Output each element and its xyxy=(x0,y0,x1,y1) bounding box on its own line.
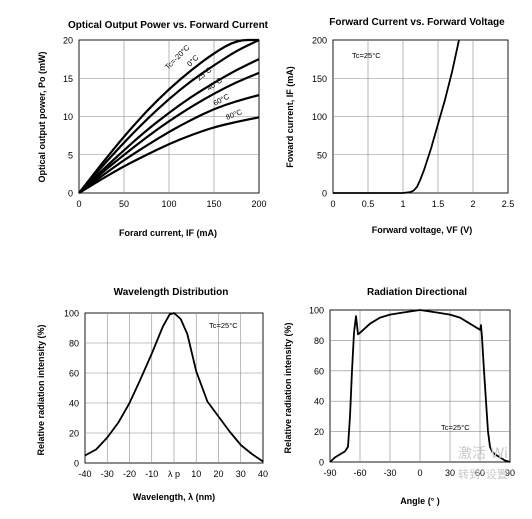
chart2-curve xyxy=(333,39,460,194)
temp-label-80: 80°C xyxy=(224,107,243,122)
chart2-ylabel: Foward current, IF (mA) xyxy=(285,66,295,168)
chart4-ylabel: Relative radiation intensity (%) xyxy=(283,322,293,453)
chart3-xtick-label: 20 xyxy=(213,469,223,479)
chart3-ytick-label: 0 xyxy=(74,459,79,469)
chart2-annotation: Tc=25°C xyxy=(352,51,381,60)
chart2-xtick-label: 0.5 xyxy=(362,199,375,209)
chart1-ytick-label: 5 xyxy=(68,150,73,160)
chart1-series-lines xyxy=(78,38,260,194)
chart3-xtick-label: 30 xyxy=(236,469,246,479)
series-line-6 xyxy=(78,116,260,194)
activation-watermark: 激活 Wi 转到“设置” xyxy=(458,445,513,481)
chart4-xtick-label: 90 xyxy=(505,468,515,478)
chart2-ytick-label: 200 xyxy=(312,36,327,46)
chart4-series-lines xyxy=(329,309,511,463)
watermark-line1: 激活 Wi xyxy=(458,445,508,462)
chart1-ytick-label: 15 xyxy=(63,74,73,84)
chart2-xtick-label: 1.5 xyxy=(432,199,445,209)
chart3-series-lines xyxy=(84,312,264,463)
chart1-ticks: 0 50 100 150 200 0 5 10 15 20 xyxy=(63,36,267,210)
chart4-xtick-label: 30 xyxy=(445,468,455,478)
chart4-ytick-label: 80 xyxy=(314,336,324,346)
chart1-xtick-label: 100 xyxy=(161,199,176,209)
chart4-xtick-label: -60 xyxy=(353,468,366,478)
chart1-ytick-label: 20 xyxy=(63,36,73,46)
chart4-ytick-label: 0 xyxy=(319,458,324,468)
chart3-ticks: -40 -30 -20 -10 λ p 10 20 30 40 0 20 40 60 80 100 xyxy=(64,309,268,480)
chart2-xtick-label: 2 xyxy=(470,199,475,209)
chart3-ytick-label: 80 xyxy=(69,339,79,349)
chart1-ylabel: Optical output power, Po (mW) xyxy=(37,52,47,183)
chart3-xtick-label: 40 xyxy=(258,469,268,479)
chart4-title: Radiation Directional xyxy=(367,287,467,298)
chart1-title: Optical Output Power vs. Forward Current xyxy=(68,20,269,31)
temp-label-neg20: Tc=-20°C xyxy=(163,43,192,72)
chart2-xtick-label: 1 xyxy=(400,199,405,209)
chart2-ytick-label: 100 xyxy=(312,112,327,122)
chart2-ticks: 0 0.5 1 1.5 2 2.5 0 50 100 150 200 xyxy=(312,36,514,210)
series-line-4 xyxy=(78,71,260,194)
chart3-xtick-label: 10 xyxy=(191,469,201,479)
chart2-series-lines xyxy=(333,39,460,194)
chart2-title: Forward Current vs. Forward Voltage xyxy=(329,17,505,28)
chart3-ylabel: Relative radiation intensity (%) xyxy=(36,324,46,455)
chart-optical-output-power: Optical Output Power vs. Forward Current… xyxy=(37,20,269,238)
chart1-ytick-label: 0 xyxy=(68,189,73,199)
chart2-xtick-label: 0 xyxy=(330,199,335,209)
series-line-2 xyxy=(78,39,260,194)
chart-radiation-directional: Radiation Directional -90 -60 -30 0 30 60 90 0 2… xyxy=(283,287,515,506)
series-line-5 xyxy=(78,94,260,194)
chart3-ytick-label: 20 xyxy=(69,429,79,439)
chart3-xtick-label: -30 xyxy=(101,469,114,479)
chart-forward-current-voltage: Forward Current vs. Forward Voltage 0 0.5… xyxy=(285,17,514,235)
chart2-ytick-label: 50 xyxy=(317,150,327,160)
chart4-ticks: -90 -60 -30 0 30 60 90 0 20 40 60 80 100 xyxy=(309,306,515,479)
chart4-annotation: Tc=25°C xyxy=(441,423,470,432)
chart3-grid xyxy=(84,312,264,464)
chart3-xtick-label: -20 xyxy=(123,469,136,479)
chart4-curve xyxy=(329,309,511,463)
chart3-annotation: Tc=25°C xyxy=(209,321,238,330)
chart4-ytick-label: 20 xyxy=(314,427,324,437)
chart3-curve xyxy=(84,312,264,463)
series-line-3 xyxy=(78,58,260,194)
chart4-xtick-label: 0 xyxy=(417,468,422,478)
chart4-xtick-label: -90 xyxy=(323,468,336,478)
chart3-xtick-label: -40 xyxy=(78,469,91,479)
chart3-title: Wavelength Distribution xyxy=(114,287,229,298)
chart4-xlabel: Angle (° ) xyxy=(400,496,440,506)
chart4-ytick-label: 100 xyxy=(309,306,324,316)
watermark-line2: 转到“设置” xyxy=(458,467,513,481)
chart2-xlabel: Forward voltage, VF (V) xyxy=(372,225,473,235)
chart2-ytick-label: 0 xyxy=(322,189,327,199)
chart1-xlabel: Forard current, IF (mA) xyxy=(119,228,217,238)
chart1-xtick-label: 0 xyxy=(76,199,81,209)
chart4-ytick-label: 60 xyxy=(314,366,324,376)
chart3-xtick-label: -10 xyxy=(145,469,158,479)
chart1-xtick-label: 50 xyxy=(119,199,129,209)
chart2-grid xyxy=(332,39,509,194)
chart1-xtick-label: 200 xyxy=(251,199,266,209)
chart3-xtick-label: λ p xyxy=(168,469,180,479)
chart4-xtick-label: -30 xyxy=(383,468,396,478)
chart4-xtick-label: 60 xyxy=(475,468,485,478)
chart3-ytick-label: 100 xyxy=(64,309,79,319)
chart-wavelength-distribution: Wavelength Distribution -40 -30 -20 -10 λ p 1… xyxy=(36,287,268,502)
chart3-ytick-label: 40 xyxy=(69,399,79,409)
chart4-grid xyxy=(329,309,511,463)
chart3-xlabel: Wavelength, λ (nm) xyxy=(133,492,215,502)
chart2-xtick-label: 2.5 xyxy=(502,199,515,209)
chart4-ytick-label: 40 xyxy=(314,397,324,407)
chart1-ytick-label: 10 xyxy=(63,112,73,122)
chart3-ytick-label: 60 xyxy=(69,369,79,379)
chart2-ytick-label: 150 xyxy=(312,74,327,84)
chart1-xtick-label: 150 xyxy=(206,199,221,209)
series-line-1 xyxy=(78,38,259,194)
